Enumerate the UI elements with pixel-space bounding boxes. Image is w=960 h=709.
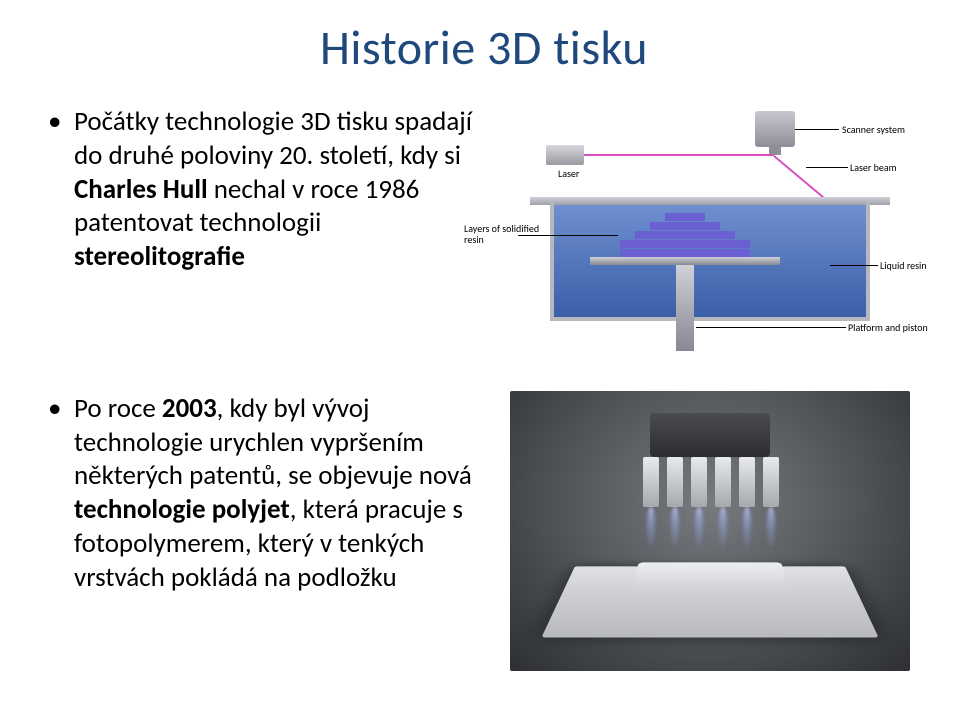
leader-line — [830, 265, 878, 266]
bullet-list-2: Po roce 2003, kdy byl vývoj technologie … — [48, 392, 476, 595]
label-layers: Layers of solidified resin — [464, 223, 554, 245]
nozzle-icon — [691, 457, 707, 507]
text-column: Počátky technologie 3D tisku spadají do … — [48, 105, 476, 671]
nozzle-icon — [739, 457, 755, 507]
laser-icon — [546, 145, 584, 165]
spray-icon — [717, 507, 729, 547]
bullet-1: Počátky technologie 3D tisku spadají do … — [48, 105, 476, 274]
stereolithography-diagram: Scanner system Laser Laser beam Layers o… — [510, 105, 910, 355]
scanner-icon — [755, 111, 795, 147]
spacer — [48, 302, 476, 392]
bullet-1-text-a: Počátky technologie 3D tisku spadají do … — [74, 105, 472, 172]
piston — [676, 265, 694, 351]
slide: Historie 3D tisku Počátky technologie 3D… — [0, 0, 960, 709]
bullet-2-bold-1: 2003 — [162, 392, 217, 425]
spray-icon — [669, 507, 681, 547]
bullet-2-bold-2: technologie polyjet — [74, 493, 290, 526]
head-body — [650, 413, 770, 457]
spray-icon — [741, 507, 753, 547]
bullet-2: Po roce 2003, kdy byl vývoj technologie … — [48, 392, 476, 595]
label-beam: Laser beam — [850, 161, 897, 174]
bullet-2-text-a: Po roce — [74, 392, 162, 425]
layer — [650, 222, 720, 230]
solidified-layers — [620, 213, 750, 257]
layer — [620, 249, 750, 257]
content-row: Počátky technologie 3D tisku spadají do … — [48, 105, 920, 671]
printed-part — [631, 562, 789, 597]
image-column: Scanner system Laser Laser beam Layers o… — [500, 105, 920, 671]
layer — [665, 213, 705, 221]
spray-icon — [693, 507, 705, 547]
nozzle-icon — [667, 457, 683, 507]
nozzle-icon — [763, 457, 779, 507]
build-platform — [590, 257, 780, 265]
label-scanner: Scanner system — [842, 123, 905, 136]
page-title: Historie 3D tisku — [48, 18, 920, 77]
spray-icon — [765, 507, 777, 547]
leader-line — [806, 167, 848, 168]
leader-line — [696, 327, 846, 328]
bullet-list: Počátky technologie 3D tisku spadají do … — [48, 105, 476, 274]
polyjet-render — [510, 391, 910, 671]
nozzle-icon — [643, 457, 659, 507]
print-head — [625, 413, 795, 533]
label-laser: Laser — [558, 167, 579, 180]
nozzle-icon — [715, 457, 731, 507]
label-resin: Liquid resin — [880, 259, 927, 272]
bullet-1-bold-1: Charles Hull — [74, 173, 208, 206]
layer — [635, 231, 735, 239]
label-platform: Platform and piston — [848, 321, 928, 334]
laser-beam-1 — [584, 154, 774, 156]
spray-icon — [645, 507, 657, 547]
bullet-1-bold-2: stereolitografie — [74, 240, 245, 273]
leader-line — [795, 129, 839, 130]
layer — [620, 240, 750, 248]
